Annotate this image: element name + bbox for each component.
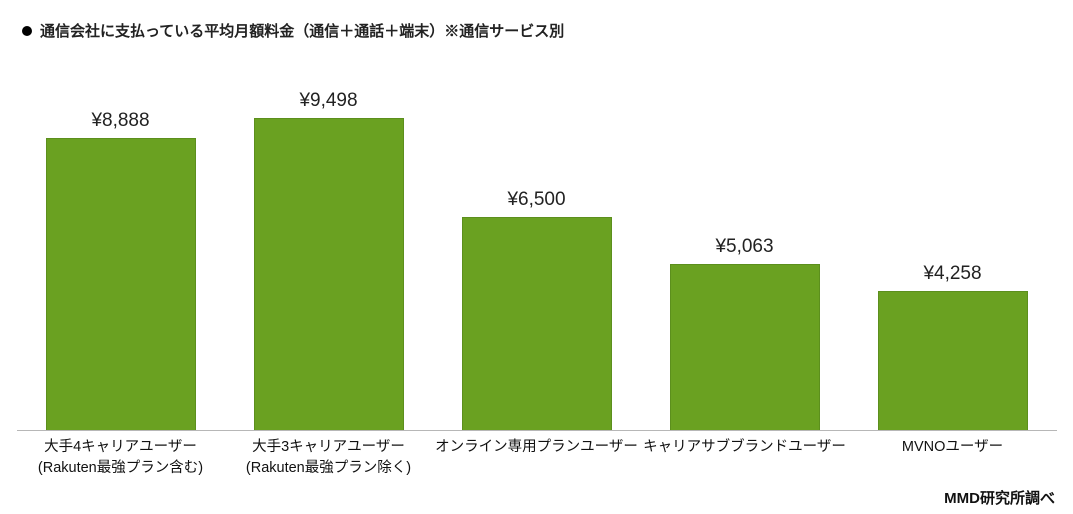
x-axis-label-line1: オンライン専用プランユーザー	[433, 437, 641, 458]
bar-value-label: ¥8,888	[91, 110, 149, 132]
bar-slot: ¥5,063	[641, 51, 849, 431]
bar-slot: ¥4,258	[849, 51, 1057, 431]
title-row: 通信会社に支払っている平均月額料金（通信＋通話＋端末）※通信サービス別	[16, 20, 1057, 41]
bar-slot: ¥6,500	[433, 51, 641, 431]
x-axis-label: MVNOユーザー	[849, 437, 1057, 479]
x-axis-labels: 大手4キャリアユーザー(Rakuten最強プラン含む)大手3キャリアユーザー(R…	[17, 437, 1057, 479]
attribution-text: MMD研究所調べ	[944, 487, 1055, 508]
x-axis-label-line1: MVNOユーザー	[849, 437, 1057, 458]
bar-slot: ¥8,888	[17, 51, 225, 431]
x-axis-label: オンライン専用プランユーザー	[433, 437, 641, 479]
bar-value-label: ¥4,258	[923, 263, 981, 285]
x-axis-label-line2: (Rakuten最強プラン含む)	[17, 458, 225, 479]
title-bullet-icon	[22, 26, 32, 36]
bar	[46, 138, 196, 431]
x-axis-label: キャリアサブブランドユーザー	[641, 437, 849, 479]
bar	[670, 264, 820, 431]
x-axis-label-line1: 大手3キャリアユーザー	[225, 437, 433, 458]
x-axis-label: 大手4キャリアユーザー(Rakuten最強プラン含む)	[17, 437, 225, 479]
bar	[878, 291, 1028, 431]
x-axis-label-line1: 大手4キャリアユーザー	[17, 437, 225, 458]
bar-value-label: ¥5,063	[715, 236, 773, 258]
bar-value-label: ¥9,498	[299, 90, 357, 112]
bar-value-label: ¥6,500	[507, 189, 565, 211]
chart-container: 通信会社に支払っている平均月額料金（通信＋通話＋端末）※通信サービス別 ¥8,8…	[0, 0, 1073, 514]
bar	[462, 217, 612, 431]
bars-row: ¥8,888 ¥9,498 ¥6,500 ¥5,063 ¥4,258	[17, 51, 1057, 431]
bar-slot: ¥9,498	[225, 51, 433, 431]
x-axis-label-line2: (Rakuten最強プラン除く)	[225, 458, 433, 479]
x-axis-label-line1: キャリアサブブランドユーザー	[641, 437, 849, 458]
plot-area: ¥8,888 ¥9,498 ¥6,500 ¥5,063 ¥4,258	[17, 51, 1057, 431]
x-axis-label: 大手3キャリアユーザー(Rakuten最強プラン除く)	[225, 437, 433, 479]
chart-title: 通信会社に支払っている平均月額料金（通信＋通話＋端末）※通信サービス別	[40, 20, 564, 41]
x-axis-baseline	[17, 430, 1057, 431]
bar	[254, 118, 404, 431]
